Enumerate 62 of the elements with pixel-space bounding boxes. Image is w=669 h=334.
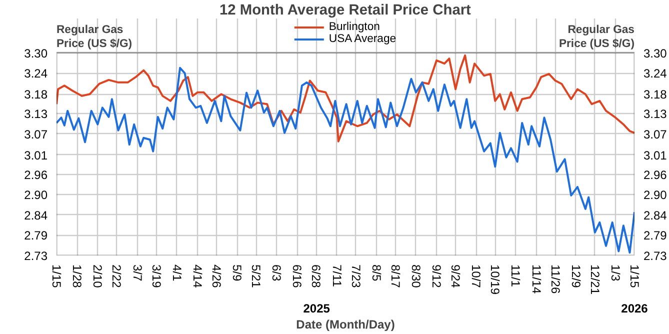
x-axis-title: Date (Month/Day) [296, 318, 395, 332]
line-series [56, 66, 634, 254]
y2-tick-label: 2.79 [644, 228, 668, 243]
x-tick-label: 3/19 [149, 264, 164, 288]
y-tick-label: 3.01 [24, 148, 48, 162]
x-tick-label: 6/28 [309, 264, 324, 288]
legend-label: Burlington [328, 21, 380, 33]
x-tick-label: 8/5 [369, 264, 384, 282]
y-tick-label: 3.30 [24, 46, 48, 60]
y-tick-label: 3.07 [24, 127, 48, 142]
x-tick-label: 11/14 [529, 264, 544, 294]
y2-tick-label: 2.96 [644, 168, 668, 182]
y-tick-label: 3.13 [24, 107, 48, 122]
x-tick-label: 8/30 [408, 264, 423, 288]
y2-tick-label: 3.30 [644, 46, 668, 60]
chart-title: 12 Month Average Retail Price Chart [220, 2, 472, 18]
x-tick-label: 5/9 [230, 264, 244, 282]
x-tick-label: 12/21 [588, 264, 602, 295]
x-tick-label: 2/10 [90, 264, 105, 288]
text: 2026 [621, 302, 648, 316]
y2-tick-label: 3.18 [644, 88, 668, 102]
y-tick-label: 3.18 [24, 88, 48, 102]
y-tick-label: 2.90 [24, 188, 48, 202]
y2-tick-label: 3.07 [644, 127, 668, 142]
y2-tick-label: 3.24 [644, 66, 668, 81]
y-tick-label: 2.84 [24, 208, 48, 222]
y2-axis-title: Regular Gas Price (US $/G) [558, 24, 635, 50]
x-tick-label: 7/11 [330, 264, 344, 288]
x-tick-label: 4/14 [190, 264, 204, 288]
legend-label: USA Average [328, 33, 396, 45]
x-tick-label: 2/22 [110, 264, 124, 288]
x-tick-label: 11/1 [508, 264, 523, 288]
y-tick-label: 2.96 [24, 168, 48, 182]
x-tick-label: 6/16 [290, 264, 304, 288]
x-tick-label: 8/17 [388, 264, 402, 288]
x-tick-label: 9/12 [430, 264, 444, 288]
y2-tick-label: 2.84 [644, 208, 668, 222]
x-tick-label: 1/28 [70, 264, 84, 288]
x-tick-label: 5/21 [249, 264, 264, 288]
x-tick-label: 4/26 [209, 264, 224, 288]
y-tick-label: 2.79 [24, 228, 48, 243]
line-series [56, 54, 634, 142]
x-tick-label: 10/7 [469, 264, 484, 288]
x-tick-label: 3/7 [130, 264, 144, 282]
y2-tick-label: 2.73 [644, 249, 668, 263]
x-tick-label: 6/3 [270, 264, 284, 282]
x-tick-label: 9/24 [448, 264, 463, 288]
x-tick-label: 7/23 [348, 264, 363, 288]
x-tick-label: 10/19 [488, 264, 502, 295]
x-tick-label: 1/3 [608, 264, 622, 282]
x-tick-label: 11/26 [548, 264, 562, 294]
x-tick-label: 1/15 [50, 264, 64, 288]
y2-tick-label: 3.01 [644, 148, 668, 162]
x-tick-label: 4/1 [170, 264, 184, 282]
x-tick-label: 12/9 [568, 264, 583, 288]
text: 2025 [303, 302, 330, 316]
y-tick-label: 3.24 [24, 66, 48, 81]
y2-tick-label: 3.13 [644, 107, 668, 122]
x-tick-label: 1/15 [628, 264, 642, 288]
y-tick-label: 2.73 [24, 249, 48, 263]
y-axis-title: Regular Gas Price (US $/G) [56, 24, 132, 50]
y2-tick-label: 2.90 [644, 188, 668, 202]
